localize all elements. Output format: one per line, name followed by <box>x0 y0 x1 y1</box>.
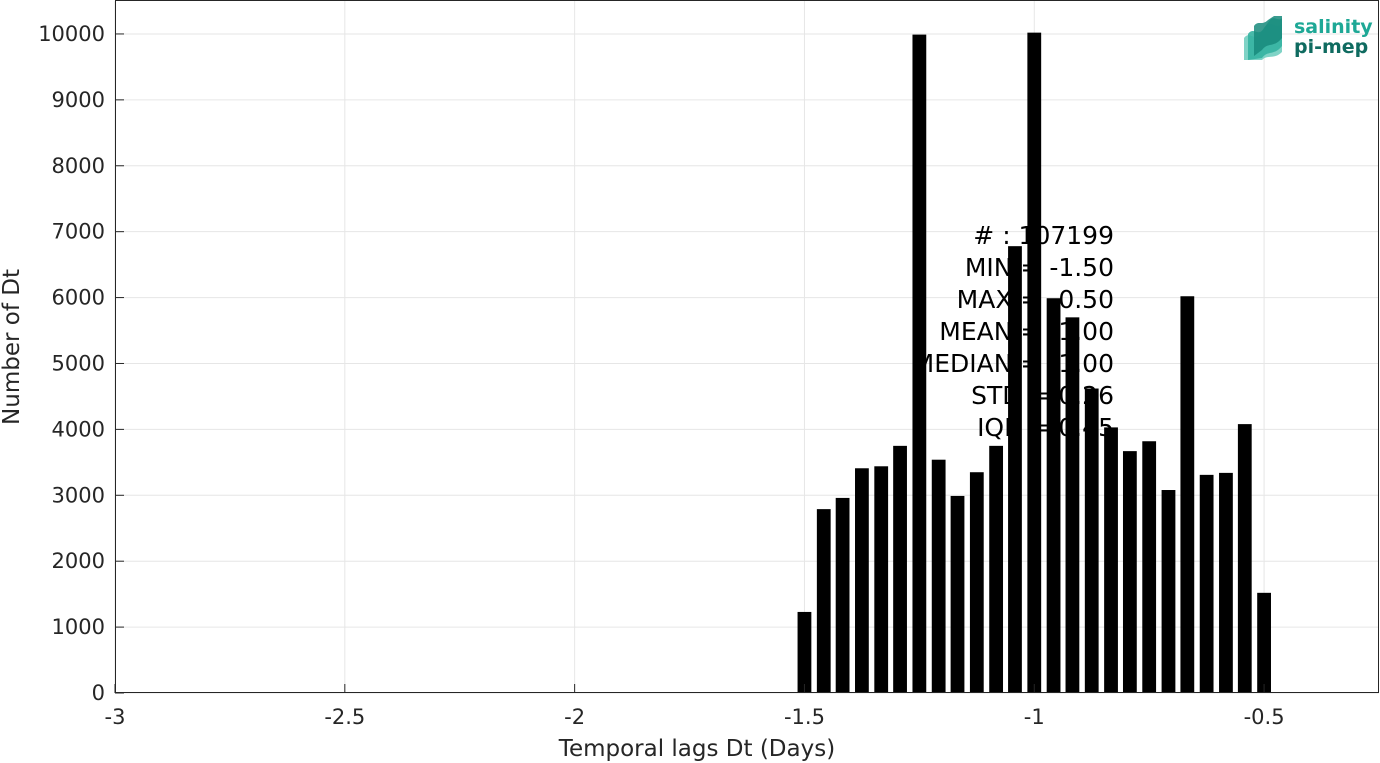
logo-text-salinity: salinity <box>1294 16 1373 38</box>
histogram-bar <box>855 468 869 693</box>
y-tick-label: 4000 <box>52 417 105 441</box>
x-tick-label: -1 <box>1024 705 1045 729</box>
histogram-bar <box>1065 317 1080 693</box>
x-tick-label: -1.5 <box>784 705 825 729</box>
x-tick-label: -0.5 <box>1244 705 1285 729</box>
y-tick-label: 7000 <box>52 220 105 244</box>
y-axis-label: Number of Dt <box>0 269 25 425</box>
histogram-bar <box>1027 32 1042 694</box>
stats-line: IQR = 0.45 <box>977 413 1114 442</box>
stats-line: MEDIAN = -1.00 <box>913 349 1114 378</box>
wave-logo-icon <box>1244 16 1282 60</box>
bars <box>797 32 1271 694</box>
histogram-bar <box>989 445 1004 693</box>
y-tick-label: 3000 <box>52 483 105 507</box>
y-tick-label: 5000 <box>52 351 105 375</box>
histogram-bar <box>1237 424 1252 693</box>
histogram-bar <box>912 34 927 693</box>
histogram-bar <box>1219 472 1233 693</box>
stats-line: # : 107199 <box>973 221 1114 250</box>
x-axis-ticks: -3 -2.5 -2 -1.5 -1 -0.5 <box>105 684 1285 729</box>
histogram-bar <box>931 459 946 693</box>
y-tick-label: 8000 <box>52 154 105 178</box>
y-tick-label: 9000 <box>52 88 105 112</box>
stats-line: MAX = -0.50 <box>957 285 1114 314</box>
histogram-bar <box>874 466 889 693</box>
histogram-bar <box>1199 474 1214 693</box>
y-tick-label: 10000 <box>38 22 105 46</box>
histogram-bar <box>797 611 812 693</box>
histogram-bar <box>1046 298 1061 693</box>
histogram-bar <box>1161 490 1176 693</box>
y-tick-label: 0 <box>92 681 105 705</box>
x-tick-label: -2.5 <box>324 705 365 729</box>
stats-line: MEAN = -1.00 <box>939 317 1114 346</box>
histogram-bar <box>1104 427 1118 693</box>
x-axis-label: Temporal lags Dt (Days) <box>558 736 835 762</box>
statistics-annotation: # : 107199 MIN = -1.50 MAX = -0.50 MEAN = -… <box>913 221 1114 442</box>
salinity-pi-mep-logo: salinity pi-mep <box>1244 16 1373 60</box>
histogram-bar <box>816 509 831 693</box>
histogram-bar <box>1257 592 1271 693</box>
histogram-bar <box>1084 388 1099 693</box>
histogram-bar <box>835 497 850 693</box>
histogram-bar <box>1180 296 1195 693</box>
x-tick-label: -2 <box>564 705 585 729</box>
y-tick-label: 6000 <box>52 286 105 310</box>
x-tick-label: -3 <box>105 705 126 729</box>
histogram-bar <box>950 495 965 693</box>
histogram-bar <box>1122 451 1137 693</box>
stats-line: MIN = -1.50 <box>965 253 1114 282</box>
plot-frame <box>115 0 1379 693</box>
histogram-bar <box>969 472 984 693</box>
y-axis-ticks: 0 1000 2000 3000 4000 5000 6000 7000 8000 9000 100… <box>38 22 124 705</box>
histogram-bar <box>1008 246 1022 693</box>
logo-text-pi-mep: pi-mep <box>1294 36 1368 58</box>
stats-line: STD = 0.26 <box>971 381 1114 410</box>
histogram-bar <box>1142 441 1157 693</box>
y-tick-label: 2000 <box>52 549 105 573</box>
y-tick-label: 1000 <box>52 615 105 639</box>
histogram-bar <box>893 445 907 693</box>
